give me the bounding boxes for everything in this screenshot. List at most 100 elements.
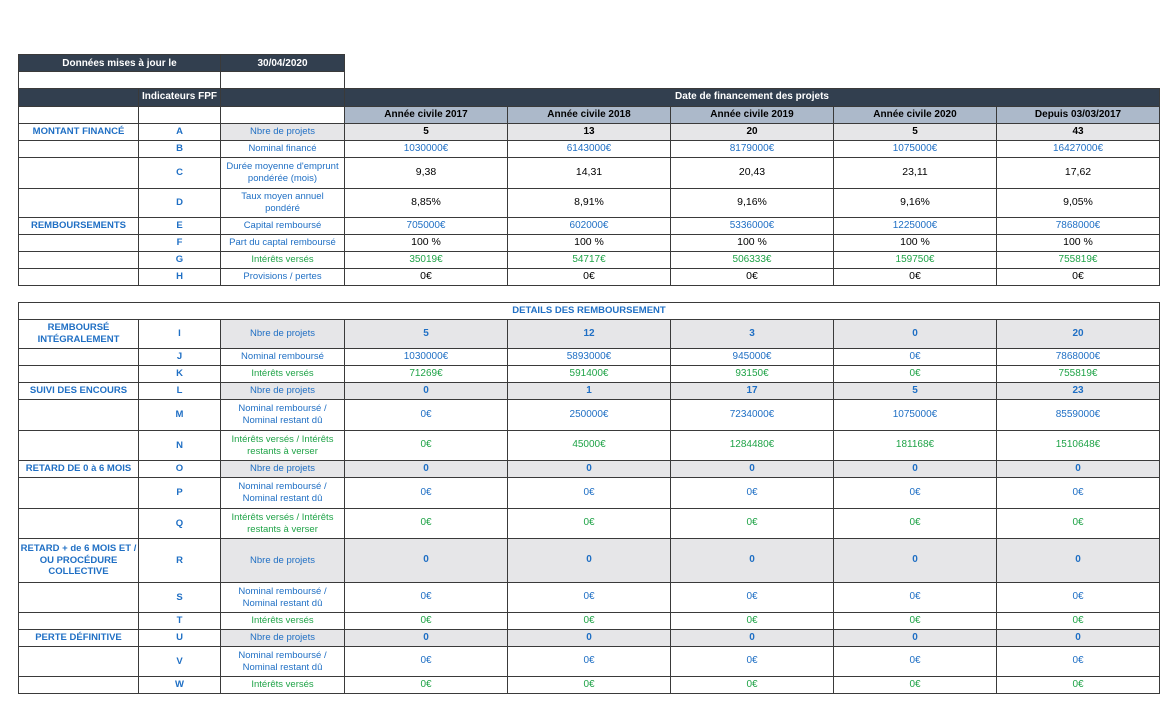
table-row: PERTE DÉFINITIVE U Nbre de projets 0 0 0 0 0 xyxy=(18,629,1160,647)
value-cell: 0€ xyxy=(833,676,997,694)
value-cell: 1030000€ xyxy=(344,140,508,158)
section-label xyxy=(18,646,139,677)
value-cell: 181168€ xyxy=(833,430,997,461)
row-label: Nominal remboursé / Nominal restant dû xyxy=(220,399,345,431)
section-label: REMBOURSÉ INTÉGRALEMENT xyxy=(18,319,139,349)
table-row: G Intérêts versés 35019€ 54717€ 506333€ 15975… xyxy=(18,251,1160,269)
row-code: A xyxy=(138,123,221,141)
value-cell: 5 xyxy=(833,382,997,400)
value-cell: 0€ xyxy=(670,646,834,677)
value-cell: 5 xyxy=(344,319,508,349)
header-cell xyxy=(138,106,221,124)
value-cell: 9,05% xyxy=(996,188,1160,218)
value-cell: 7234000€ xyxy=(670,399,834,431)
section-label xyxy=(18,430,139,461)
row-label: Intérêts versés xyxy=(220,676,345,694)
value-cell: 8179000€ xyxy=(670,140,834,158)
value-cell: 17,62 xyxy=(996,157,1160,189)
section-label: SUIVI DES ENCOURS xyxy=(18,382,139,400)
value-cell: 9,38 xyxy=(344,157,508,189)
details-title: DETAILS DES REMBOURSEMENT xyxy=(18,302,1160,320)
table-row: REMBOURSÉ INTÉGRALEMENT I Nbre de projets 5… xyxy=(18,319,1160,349)
table-row: H Provisions / pertes 0€ 0€ 0€ 0€ 0€ xyxy=(18,268,1160,286)
row-label: Nominal remboursé xyxy=(220,348,345,366)
value-cell: 250000€ xyxy=(507,399,671,431)
row-label: Capital remboursé xyxy=(220,217,345,235)
value-cell: 0 xyxy=(833,538,997,583)
row-label: Durée moyenne d'emprunt pondérée (mois) xyxy=(220,157,345,189)
table-row: J Nominal remboursé 1030000€ 5893000€ 945000… xyxy=(18,348,1160,366)
header-cell xyxy=(18,106,139,124)
value-cell: 7868000€ xyxy=(996,217,1160,235)
value-cell: 23 xyxy=(996,382,1160,400)
value-cell: 17 xyxy=(670,382,834,400)
value-cell: 0€ xyxy=(670,477,834,509)
value-cell: 23,11 xyxy=(833,157,997,189)
value-cell: 755819€ xyxy=(996,251,1160,269)
value-cell: 0 xyxy=(833,460,997,478)
value-cell: 45000€ xyxy=(507,430,671,461)
spacer-row xyxy=(19,286,1160,303)
value-cell: 0€ xyxy=(507,612,671,630)
value-cell: 12 xyxy=(507,319,671,349)
value-cell: 7868000€ xyxy=(996,348,1160,366)
value-cell: 100 % xyxy=(670,234,834,252)
table-row: T Intérêts versés 0€ 0€ 0€ 0€ 0€ xyxy=(18,612,1160,630)
value-cell: 0€ xyxy=(996,268,1160,286)
row-code: S xyxy=(138,582,221,613)
value-cell: 0€ xyxy=(507,477,671,509)
value-cell: 8,91% xyxy=(507,188,671,218)
value-cell: 591400€ xyxy=(507,365,671,383)
table-row: F Part du captal remboursé 100 % 100 % 100 %… xyxy=(18,234,1160,252)
value-cell: 93150€ xyxy=(670,365,834,383)
section-label: RETARD DE 0 à 6 MOIS xyxy=(18,460,139,478)
value-cell: 0€ xyxy=(996,582,1160,613)
value-cell: 0 xyxy=(344,538,508,583)
row-code: B xyxy=(138,140,221,158)
value-cell: 1075000€ xyxy=(833,399,997,431)
row-code: R xyxy=(138,538,221,583)
value-cell: 0€ xyxy=(833,646,997,677)
value-cell: 9,16% xyxy=(670,188,834,218)
header-cell xyxy=(18,88,139,107)
update-info-table: Données mises à jour le 30/04/2020 xyxy=(18,54,345,89)
value-cell: 0 xyxy=(507,538,671,583)
value-cell: 1510648€ xyxy=(996,430,1160,461)
table-row: B Nominal financé 1030000€ 6143000€ 8179000€… xyxy=(18,140,1160,158)
row-code: U xyxy=(138,629,221,647)
value-cell: 0€ xyxy=(344,477,508,509)
value-cell: 5336000€ xyxy=(670,217,834,235)
value-cell: 0€ xyxy=(833,365,997,383)
value-cell: 13 xyxy=(507,123,671,141)
value-cell: 0€ xyxy=(996,676,1160,694)
section-label xyxy=(18,508,139,539)
value-cell: 506333€ xyxy=(670,251,834,269)
value-cell: 100 % xyxy=(833,234,997,252)
details-title-row: DETAILS DES REMBOURSEMENT xyxy=(18,302,1160,320)
table-row: SUIVI DES ENCOURS L Nbre de projets 0 1 17 5 23 xyxy=(18,382,1160,400)
row-label: Intérêts versés / Intérêts restants à ve… xyxy=(220,430,345,461)
value-cell: 5 xyxy=(833,123,997,141)
value-cell: 0 xyxy=(996,538,1160,583)
row-code: L xyxy=(138,382,221,400)
table-row: P Nominal remboursé / Nominal restant dû 0… xyxy=(18,477,1160,509)
value-cell: 3 xyxy=(670,319,834,349)
value-cell: 6143000€ xyxy=(507,140,671,158)
value-cell: 0€ xyxy=(833,582,997,613)
table-row: RETARD DE 0 à 6 MOIS O Nbre de projets 0 0 0 0… xyxy=(18,460,1160,478)
section-label xyxy=(18,365,139,383)
value-cell: 0 xyxy=(670,629,834,647)
value-cell: 0€ xyxy=(507,582,671,613)
row-code: D xyxy=(138,188,221,218)
value-cell: 0€ xyxy=(833,348,997,366)
value-cell: 1225000€ xyxy=(833,217,997,235)
row-code: I xyxy=(138,319,221,349)
row-label: Nbre de projets xyxy=(220,319,345,349)
value-cell: 0€ xyxy=(670,582,834,613)
value-cell: 0€ xyxy=(996,508,1160,539)
value-cell: 0€ xyxy=(670,612,834,630)
date-title: Date de financement des projets xyxy=(344,88,1160,107)
row-label: Nominal remboursé / Nominal restant dû xyxy=(220,477,345,509)
value-cell: 0€ xyxy=(344,508,508,539)
section-label: PERTE DÉFINITIVE xyxy=(18,629,139,647)
